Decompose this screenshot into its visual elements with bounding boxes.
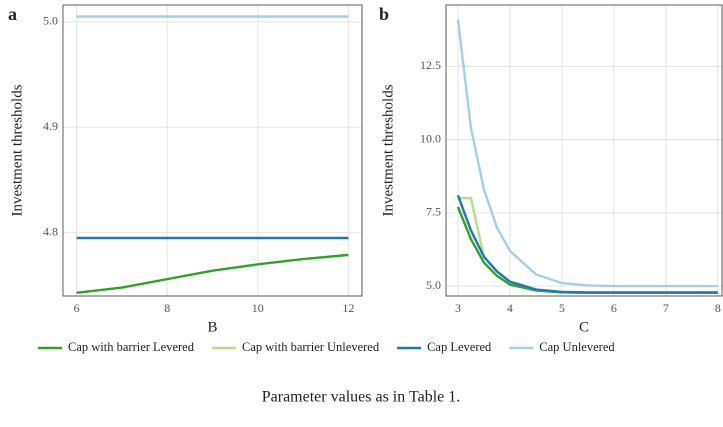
plot-border (445, 4, 723, 297)
x-axis-label: B (207, 319, 217, 335)
plot-border (62, 4, 363, 297)
legend-label: Cap with barrier Unlevered (242, 340, 380, 354)
y-tick-label: 4.9 (43, 119, 58, 133)
x-tick-label: 6 (74, 301, 80, 315)
y-tick-label: 4.8 (43, 224, 58, 238)
y-tick-label: 10.0 (420, 131, 441, 145)
y-axis-label: Investment thresholds (9, 84, 25, 216)
plot-area (446, 5, 722, 296)
x-tick-label: 7 (663, 301, 669, 315)
legend-label: Cap Levered (427, 340, 492, 354)
panel-label: a (8, 4, 17, 24)
legend-label: Cap with barrier Levered (68, 340, 195, 354)
series-line (76, 253, 349, 295)
y-axis-label: Investment thresholds (380, 84, 396, 216)
y-tick-label: 12.5 (420, 58, 441, 72)
x-tick-label: 12 (342, 301, 354, 315)
plot-area (63, 5, 362, 296)
x-tick-label: 3 (455, 301, 461, 315)
y-tick-label: 5.0 (43, 14, 58, 28)
legend-label: Cap Unlevered (539, 340, 615, 354)
x-tick-label: 8 (164, 301, 170, 315)
x-tick-label: 5 (559, 301, 565, 315)
x-tick-label: 8 (715, 301, 721, 315)
caption: Parameter values as in Table 1. (262, 389, 461, 406)
x-tick-label: 10 (252, 301, 264, 315)
x-axis-label: C (579, 319, 589, 335)
series-line (456, 19, 718, 288)
y-tick-label: 5.0 (426, 278, 441, 292)
panel-label: b (379, 4, 389, 24)
y-tick-label: 7.5 (426, 205, 441, 219)
series-line (456, 194, 718, 294)
x-tick-label: 4 (507, 301, 513, 315)
x-tick-label: 6 (611, 301, 617, 315)
